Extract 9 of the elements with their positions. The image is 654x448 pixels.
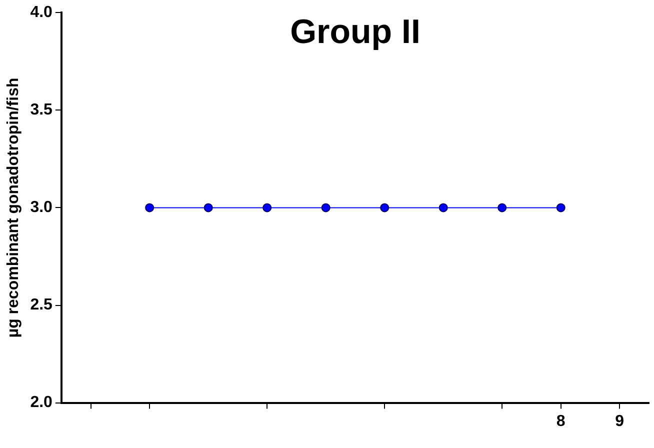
chart-title: Group II: [290, 12, 420, 51]
y-tick-label: 2.0: [30, 394, 53, 412]
y-tick-label: 3.0: [30, 199, 53, 216]
y-tick-label: 2.5: [30, 296, 53, 314]
x-tick-label: 9: [615, 412, 624, 430]
y-tick-label: 3.5: [30, 102, 53, 119]
y-axis-title: µg recombinant gonadotropin/fish: [5, 78, 22, 338]
x-tick-label: 8: [556, 412, 566, 430]
y-tick-label: 4.0: [30, 4, 53, 22]
